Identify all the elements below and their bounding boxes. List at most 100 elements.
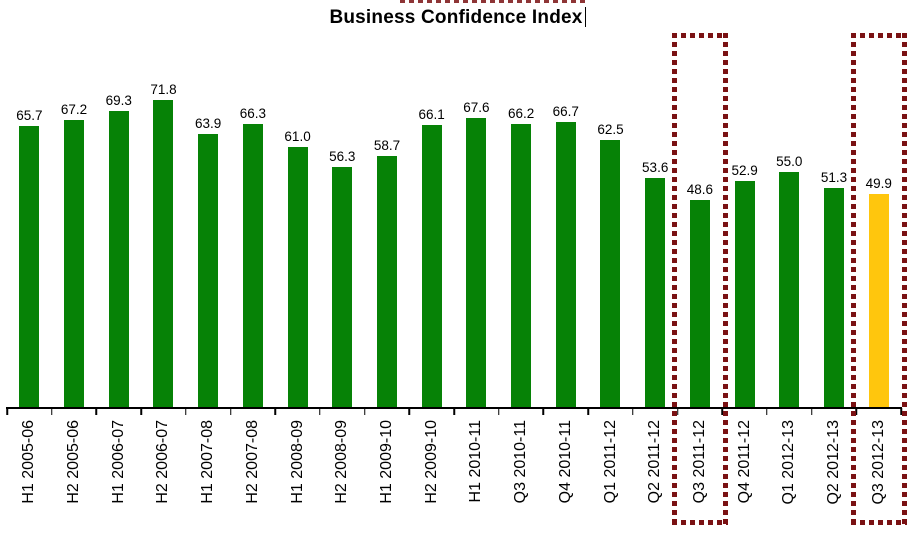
bar-column: 55.0 Q1 2012-13 [767,33,812,504]
value-label: 69.3 [105,92,132,108]
bar-column: 65.7 H1 2005-06 [7,33,52,503]
axis-tick [185,408,187,415]
bar[interactable] [64,120,85,408]
bar[interactable] [511,124,532,408]
bar-column: 61.0 H1 2008-09 [275,33,320,503]
bar[interactable] [824,188,844,408]
x-axis-label: Q1 2011-12 [601,420,619,504]
axis-tick [229,408,232,415]
axis-tick [810,408,813,415]
bar-column: 62.5 Q1 2011-12 [588,33,633,503]
x-axis-label: H1 2006-07 [109,420,127,504]
bar[interactable] [466,118,487,408]
bar[interactable] [242,124,263,408]
x-axis-label: Q2 2011-12 [646,420,664,504]
bar[interactable] [421,125,442,408]
bar[interactable] [689,200,710,408]
text-cursor [584,7,586,27]
axis-tick [274,408,276,415]
axis-tick [587,408,589,415]
x-axis-label: H2 2005-06 [65,420,83,504]
value-label: 55.0 [776,153,803,169]
bar[interactable] [153,100,174,408]
bar-column: 66.7 Q4 2010-11 [543,33,588,503]
axis-tick [721,408,723,415]
axis-tick [319,408,321,415]
bar[interactable] [645,178,666,408]
bar-column: 66.1 H2 2009-10 [409,33,454,503]
axis-tick [632,408,634,415]
bar-column: 49.9 Q3 2012-13 [856,33,901,504]
bar-column: 52.9 Q4 2011-12 [722,33,767,503]
axis-tick [6,408,8,415]
bar[interactable] [600,140,621,408]
value-label: 52.9 [731,162,758,178]
axis-tick [95,408,98,415]
value-label: 66.1 [418,106,445,122]
bar-column: 69.3 H1 2006-07 [96,33,141,503]
bar[interactable] [555,122,576,408]
x-axis-label: H1 2010-11 [467,420,485,503]
axis-tick [50,408,53,415]
x-axis-label: H1 2007-08 [199,420,217,504]
clipped-dotted-line-top [400,0,585,3]
bar-column: 67.6 H1 2010-11 [454,33,499,502]
bar[interactable] [198,134,219,408]
x-axis-label: H2 2006-07 [154,420,172,504]
x-axis-label: H1 2008-09 [288,420,306,504]
x-axis-label: H2 2008-09 [333,420,351,504]
value-label: 63.9 [195,115,222,131]
x-axis-label: H1 2005-06 [20,420,38,504]
value-label: 49.9 [865,175,892,191]
value-label: 65.7 [16,107,43,123]
axis-tick [408,408,411,415]
bar-column: 51.3 Q2 2012-13 [812,33,857,504]
x-axis-label: H2 2007-08 [243,420,261,504]
chart-title[interactable]: Business Confidence Index [0,7,915,29]
x-axis-label: Q2 2012-13 [825,420,843,505]
axis-tick [900,408,902,415]
axis-tick [140,408,142,415]
bar[interactable] [734,181,755,408]
value-label: 48.6 [686,181,714,197]
axis-tick [855,408,858,415]
x-axis-label: Q3 2011-12 [690,420,708,504]
bar[interactable] [868,194,889,408]
axis-tick [676,408,679,415]
bar[interactable] [779,172,800,408]
value-label: 67.6 [463,99,490,115]
value-label: 67.2 [60,101,88,117]
bar-column: 48.6 Q3 2011-12 [678,33,723,503]
bar-column: 67.2 H2 2005-06 [52,33,97,503]
value-label: 71.8 [150,81,177,97]
x-axis-line [6,407,902,409]
x-axis-label: Q3 2010-11 [512,420,530,504]
value-label: 62.5 [597,121,624,137]
axis-tick [453,408,455,415]
bar-column: 66.3 H2 2007-08 [231,33,276,503]
bar[interactable] [108,111,129,408]
x-axis-ticks [6,408,902,416]
chart-title-text: Business Confidence Index [329,7,583,28]
x-axis-label: H2 2009-10 [422,420,440,504]
bar[interactable] [376,156,397,408]
x-axis-label: Q3 2012-13 [869,420,887,505]
axis-tick [363,408,366,415]
axis-tick [766,408,768,415]
x-axis-label: H1 2009-10 [377,420,395,504]
bar[interactable] [287,147,308,408]
bar[interactable] [332,167,353,408]
x-axis-label: Q1 2012-13 [780,420,798,505]
bar-column: 66.2 Q3 2010-11 [499,33,544,503]
axis-tick [497,408,500,415]
value-label: 56.3 [329,148,356,164]
bar-column: 56.3 H2 2008-09 [320,33,365,503]
x-axis-label: Q4 2010-11 [556,420,574,504]
bar[interactable] [19,126,40,408]
value-label: 51.3 [820,169,848,185]
value-label: 53.6 [642,159,669,175]
bar-column: 71.8 H2 2006-07 [141,33,186,503]
plot-area: 65.7 H1 2005-06 67.2 H2 2005-06 69.3 H1 2006-… [7,33,901,504]
axis-tick [542,408,545,415]
